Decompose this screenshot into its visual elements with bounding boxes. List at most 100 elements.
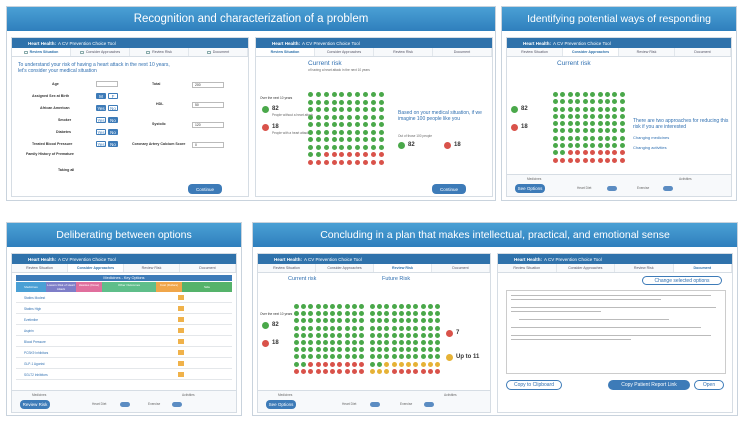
heart-diet-toggle[interactable] xyxy=(120,402,130,407)
label-african-american: African American xyxy=(40,106,70,110)
copy-clipboard-button[interactable]: Copy to Clipboard xyxy=(506,380,562,390)
table-row[interactable]: GLP-1 Agonist xyxy=(16,359,232,369)
footer-activities[interactable]: Activities xyxy=(444,393,457,397)
diabetes-no-button[interactable]: No xyxy=(108,129,118,135)
person-icon xyxy=(378,114,384,120)
no-attack-badge-2 xyxy=(398,142,405,149)
person-icon xyxy=(590,92,596,97)
sex-male-button[interactable]: M xyxy=(96,93,106,99)
table-row[interactable]: Statins Modest xyxy=(16,293,232,303)
copy-report-link-button[interactable]: Copy Patient Report Link xyxy=(608,380,690,390)
tab-document[interactable]: Document xyxy=(433,48,492,56)
person-icon xyxy=(315,144,321,150)
row-label: Blood Pressure xyxy=(24,340,46,344)
person-icon xyxy=(308,311,314,317)
attack-badge xyxy=(262,124,269,131)
table-row[interactable]: PCSK9 Inhibitors xyxy=(16,348,232,358)
tab-review-situation[interactable]: Review Situation xyxy=(12,48,71,56)
review-risk-button[interactable]: Review Risk xyxy=(20,400,50,409)
tab-review-risk[interactable]: Review Risk xyxy=(619,48,675,56)
continue-button[interactable]: Continue xyxy=(432,184,466,194)
sex-female-button[interactable]: F xyxy=(108,93,118,99)
footer-activities[interactable]: Activities xyxy=(679,177,692,181)
age-input[interactable] xyxy=(96,81,118,87)
person-icon xyxy=(337,347,343,353)
no-attack-badge xyxy=(262,322,269,329)
table-row[interactable]: Ezetimibe xyxy=(16,315,232,325)
table-row[interactable]: Aspirin xyxy=(16,326,232,336)
tab-consider-approaches[interactable]: Consider Approaches xyxy=(316,264,374,272)
person-icon xyxy=(308,144,313,150)
person-icon xyxy=(590,157,596,163)
tab-review-risk[interactable]: Review Risk xyxy=(374,264,432,272)
exercise-toggle[interactable] xyxy=(424,402,434,407)
person-icon xyxy=(347,92,353,97)
tab-review-risk[interactable]: Review Risk xyxy=(374,48,433,56)
diabetes-yes-button[interactable]: Yes xyxy=(96,129,106,135)
systolic-input[interactable]: 120 xyxy=(192,122,224,128)
continue-button[interactable]: Continue xyxy=(188,184,222,194)
smoker-yes-button[interactable]: Yes xyxy=(96,117,106,123)
footer-medicines[interactable]: Medicines xyxy=(32,393,47,397)
tab-document[interactable]: Document xyxy=(432,264,490,272)
option-medicines[interactable]: Changing medicines xyxy=(633,135,670,140)
aa-no-button[interactable]: No xyxy=(108,105,118,111)
tab-consider-approaches[interactable]: Consider Approaches xyxy=(71,48,130,56)
person-icon xyxy=(605,157,610,163)
person-icon xyxy=(315,332,321,338)
tab-document[interactable]: Document xyxy=(189,48,248,56)
total-cholesterol-input[interactable]: 200 xyxy=(192,82,224,88)
table-row[interactable]: SGLT2 Inhibitors xyxy=(16,370,232,380)
heart-diet-toggle[interactable] xyxy=(370,402,380,407)
heart-diet-toggle[interactable] xyxy=(607,186,617,191)
tab-document[interactable]: Document xyxy=(675,48,731,56)
see-options-button[interactable]: See Options xyxy=(515,184,545,193)
person-icon xyxy=(398,368,404,374)
bp-no-button[interactable]: No xyxy=(108,141,118,147)
option-activities[interactable]: Changing activities xyxy=(633,145,667,150)
person-icon xyxy=(370,339,375,345)
tab-consider-approaches[interactable]: Consider Approaches xyxy=(68,264,124,272)
person-icon xyxy=(370,129,376,135)
tab-review-situation[interactable]: Review Situation xyxy=(12,264,68,272)
person-icon xyxy=(590,113,596,119)
tab-consider-approaches[interactable]: Consider Approaches xyxy=(563,48,619,56)
person-icon xyxy=(301,361,307,367)
see-options-button[interactable]: See Options xyxy=(266,400,296,409)
tab-review-situation[interactable]: Review Situation xyxy=(498,264,557,272)
tab-review-situation[interactable]: Review Situation xyxy=(507,48,563,56)
person-icon xyxy=(308,304,314,309)
person-icon xyxy=(391,354,397,360)
person-icon xyxy=(301,332,307,338)
hdl-input[interactable]: 50 xyxy=(192,102,224,108)
cac-input[interactable]: 0 xyxy=(192,142,224,148)
open-button[interactable]: Open xyxy=(694,380,724,390)
tab-review-risk[interactable]: Review Risk xyxy=(124,264,180,272)
exercise-toggle[interactable] xyxy=(172,402,182,407)
tab-consider-approaches[interactable]: Consider Approaches xyxy=(315,48,374,56)
person-icon xyxy=(351,354,357,360)
aa-yes-button[interactable]: Yes xyxy=(96,105,106,111)
tab-review-situation[interactable]: Review Situation xyxy=(258,264,316,272)
exercise-toggle[interactable] xyxy=(663,186,673,191)
person-icon xyxy=(384,368,390,374)
person-icon xyxy=(560,113,566,119)
person-icon xyxy=(308,114,313,120)
tab-document[interactable]: Document xyxy=(180,264,236,272)
footer-medicines[interactable]: Medicines xyxy=(527,177,542,181)
person-icon xyxy=(420,325,426,331)
table-row[interactable]: Statins High xyxy=(16,304,232,314)
footer-medicines[interactable]: Medicines xyxy=(278,393,293,397)
change-options-button[interactable]: Change selected options xyxy=(642,276,722,285)
bp-yes-button[interactable]: Yes xyxy=(96,141,106,147)
table-row[interactable]: Blood Pressure xyxy=(16,337,232,347)
tab-review-situation[interactable]: Review Situation xyxy=(256,48,315,56)
person-icon xyxy=(330,304,336,309)
tab-review-risk[interactable]: Review Risk xyxy=(615,264,674,272)
screen-document: Heart Health: A CV Prevention Choice Tool… xyxy=(497,253,733,413)
tab-review-risk[interactable]: Review Risk xyxy=(130,48,189,56)
footer-activities[interactable]: Activities xyxy=(182,393,195,397)
tab-document[interactable]: Document xyxy=(673,264,732,272)
tab-consider-approaches[interactable]: Consider Approaches xyxy=(557,264,615,272)
smoker-no-button[interactable]: No xyxy=(108,117,118,123)
